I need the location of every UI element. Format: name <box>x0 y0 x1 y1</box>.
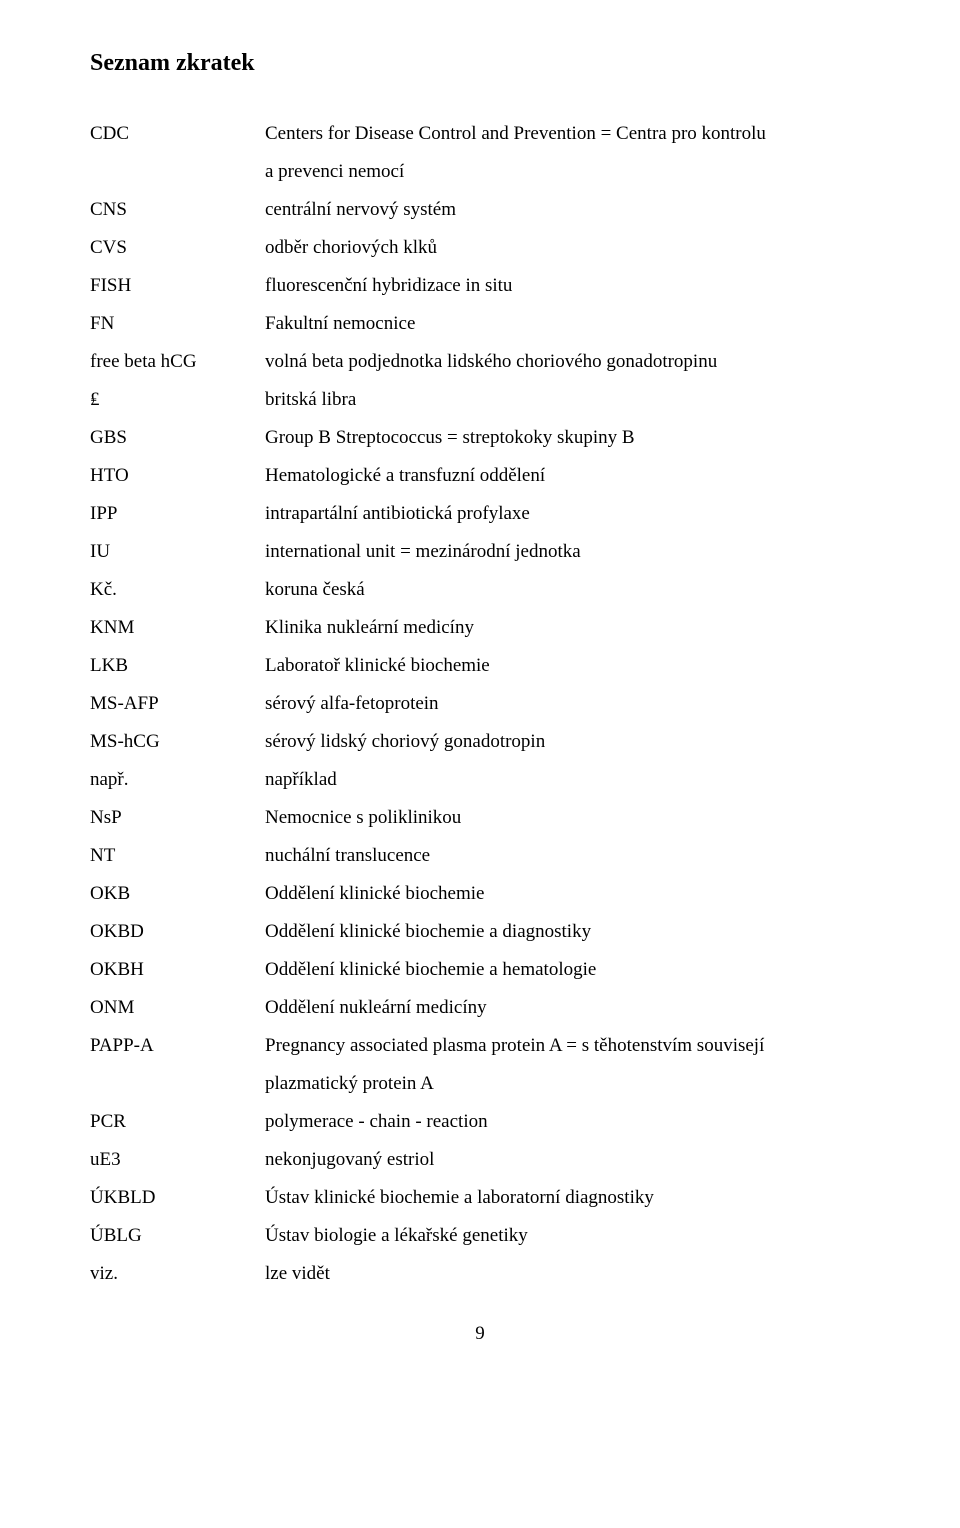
abbr-definition: odběr choriových klků <box>265 229 870 267</box>
abbr-definition: Oddělení klinické biochemie <box>265 875 870 913</box>
abbr-key: PCR <box>90 1103 265 1141</box>
abbr-key: MS-AFP <box>90 685 265 723</box>
abbr-definition: centrální nervový systém <box>265 191 870 229</box>
abbr-key: uE3 <box>90 1141 265 1179</box>
abbr-definition: Hematologické a transfuzní oddělení <box>265 457 870 495</box>
table-row: viz.lze vidět <box>90 1255 870 1293</box>
abbr-key: PAPP-A <box>90 1027 265 1065</box>
table-row: IUinternational unit = mezinárodní jedno… <box>90 533 870 571</box>
table-row: free beta hCGvolná beta podjednotka lids… <box>90 343 870 381</box>
abbr-definition: Laboratoř klinické biochemie <box>265 647 870 685</box>
abbr-definition: koruna česká <box>265 571 870 609</box>
abbr-definition: nuchální translucence <box>265 837 870 875</box>
abbr-key: CDC <box>90 115 265 153</box>
table-row: MS-hCGsérový lidský choriový gonadotropi… <box>90 723 870 761</box>
abbr-key: NT <box>90 837 265 875</box>
abbr-key: NsP <box>90 799 265 837</box>
abbr-key: OKB <box>90 875 265 913</box>
abbr-definition: Fakultní nemocnice <box>265 305 870 343</box>
abbr-key: OKBH <box>90 951 265 989</box>
table-row: OKBHOddělení klinické biochemie a hemato… <box>90 951 870 989</box>
abbr-key: MS-hCG <box>90 723 265 761</box>
abbr-definition: a prevenci nemocí <box>265 153 870 191</box>
abbr-definition: international unit = mezinárodní jednotk… <box>265 533 870 571</box>
table-row: PCRpolymerace - chain - reaction <box>90 1103 870 1141</box>
abbr-definition: například <box>265 761 870 799</box>
abbr-definition: Group B Streptococcus = streptokoky skup… <box>265 419 870 457</box>
abbr-definition: Klinika nukleární medicíny <box>265 609 870 647</box>
abbr-key <box>90 153 265 191</box>
abbr-key: IPP <box>90 495 265 533</box>
abbr-key: ONM <box>90 989 265 1027</box>
table-row: CDCCenters for Disease Control and Preve… <box>90 115 870 153</box>
abbr-definition: Pregnancy associated plasma protein A = … <box>265 1027 870 1065</box>
abbr-key <box>90 1065 265 1103</box>
abbr-definition: plazmatický protein A <box>265 1065 870 1103</box>
table-row: IPPintrapartální antibiotická profylaxe <box>90 495 870 533</box>
abbr-definition: Ústav biologie a lékařské genetiky <box>265 1217 870 1255</box>
abbr-definition: britská libra <box>265 381 870 419</box>
abbr-key: např. <box>90 761 265 799</box>
table-row: ÚBLGÚstav biologie a lékařské genetiky <box>90 1217 870 1255</box>
table-row: CVSodběr choriových klků <box>90 229 870 267</box>
abbr-key: viz. <box>90 1255 265 1293</box>
table-row: HTOHematologické a transfuzní oddělení <box>90 457 870 495</box>
table-row: ÚKBLDÚstav klinické biochemie a laborato… <box>90 1179 870 1217</box>
abbr-key: FISH <box>90 267 265 305</box>
table-row: PAPP-APregnancy associated plasma protei… <box>90 1027 870 1065</box>
abbr-definition: Nemocnice s poliklinikou <box>265 799 870 837</box>
table-row: FISHfluorescenční hybridizace in situ <box>90 267 870 305</box>
table-row: MS-AFPsérový alfa-fetoprotein <box>90 685 870 723</box>
abbr-key: LKB <box>90 647 265 685</box>
table-row: FNFakultní nemocnice <box>90 305 870 343</box>
abbr-definition: fluorescenční hybridizace in situ <box>265 267 870 305</box>
abbr-key: Kč. <box>90 571 265 609</box>
abbr-definition: Oddělení klinické biochemie a diagnostik… <box>265 913 870 951</box>
table-row: ₤britská libra <box>90 381 870 419</box>
abbr-definition: Oddělení nukleární medicíny <box>265 989 870 1027</box>
abbr-key: CNS <box>90 191 265 229</box>
abbr-key: ÚKBLD <box>90 1179 265 1217</box>
table-row: Kč.koruna česká <box>90 571 870 609</box>
table-row: LKBLaboratoř klinické biochemie <box>90 647 870 685</box>
table-row: a prevenci nemocí <box>90 153 870 191</box>
abbr-definition: volná beta podjednotka lidského choriové… <box>265 343 870 381</box>
abbr-key: ₤ <box>90 381 265 419</box>
page-number: 9 <box>90 1323 870 1345</box>
abbr-key: HTO <box>90 457 265 495</box>
abbr-key: KNM <box>90 609 265 647</box>
abbr-definition: sérový alfa-fetoprotein <box>265 685 870 723</box>
page-heading: Seznam zkratek <box>90 50 870 77</box>
abbr-definition: polymerace - chain - reaction <box>265 1103 870 1141</box>
abbr-definition: sérový lidský choriový gonadotropin <box>265 723 870 761</box>
abbr-key: free beta hCG <box>90 343 265 381</box>
abbr-key: CVS <box>90 229 265 267</box>
table-row: uE3nekonjugovaný estriol <box>90 1141 870 1179</box>
table-row: ONMOddělení nukleární medicíny <box>90 989 870 1027</box>
table-row: GBSGroup B Streptococcus = streptokoky s… <box>90 419 870 457</box>
abbr-definition: Oddělení klinické biochemie a hematologi… <box>265 951 870 989</box>
abbr-key: OKBD <box>90 913 265 951</box>
abbr-definition: nekonjugovaný estriol <box>265 1141 870 1179</box>
document-page: Seznam zkratek CDCCenters for Disease Co… <box>0 0 960 1385</box>
abbreviations-table: CDCCenters for Disease Control and Preve… <box>90 115 870 1293</box>
abbr-definition: Ústav klinické biochemie a laboratorní d… <box>265 1179 870 1217</box>
abbr-key: GBS <box>90 419 265 457</box>
table-row: OKBDOddělení klinické biochemie a diagno… <box>90 913 870 951</box>
abbr-definition: Centers for Disease Control and Preventi… <box>265 115 870 153</box>
table-row: NsPNemocnice s poliklinikou <box>90 799 870 837</box>
abbr-key: IU <box>90 533 265 571</box>
abbr-key: FN <box>90 305 265 343</box>
abbr-definition: lze vidět <box>265 1255 870 1293</box>
table-row: KNMKlinika nukleární medicíny <box>90 609 870 647</box>
abbr-definition: intrapartální antibiotická profylaxe <box>265 495 870 533</box>
table-row: např.například <box>90 761 870 799</box>
abbr-key: ÚBLG <box>90 1217 265 1255</box>
table-row: plazmatický protein A <box>90 1065 870 1103</box>
table-row: NTnuchální translucence <box>90 837 870 875</box>
table-row: OKBOddělení klinické biochemie <box>90 875 870 913</box>
table-row: CNScentrální nervový systém <box>90 191 870 229</box>
